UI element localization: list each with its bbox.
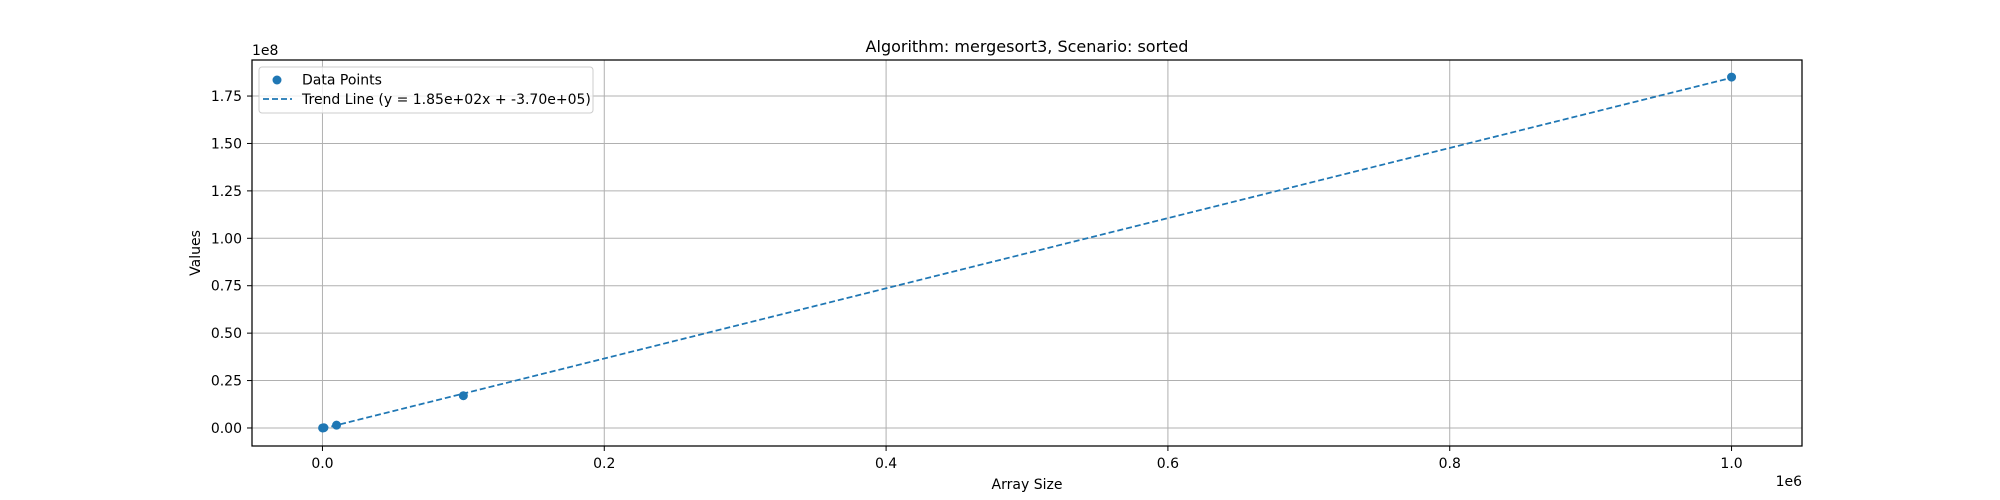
data-point	[332, 420, 342, 430]
y-tick-label: 0.25	[211, 374, 242, 390]
trend-line-layer	[322, 76, 1732, 430]
y-tick-label: 1.50	[211, 136, 242, 152]
x-offset-label: 1e6	[1776, 474, 1803, 490]
x-tick-label: 0.6	[1157, 456, 1179, 472]
data-point	[1727, 72, 1737, 82]
y-tick-label: 0.50	[211, 326, 242, 342]
y-tick-label: 0.00	[211, 421, 242, 437]
x-tick-label: 0.2	[593, 456, 615, 472]
legend: Data Points Trend Line (y = 1.85e+02x + …	[258, 66, 594, 114]
x-tick-label: 0.8	[1439, 456, 1461, 472]
x-tick-label: 0.0	[311, 456, 333, 472]
x-axis-ticks: 0.0 0.2 0.4 0.6 0.8 1.0	[311, 446, 1743, 472]
x-tick-label: 1.0	[1720, 456, 1742, 472]
trend-line	[322, 76, 1732, 430]
y-tick-label: 0.75	[211, 279, 242, 295]
chart-title: Algorithm: mergesort3, Scenario: sorted	[866, 37, 1189, 56]
y-axis-ticks: 0.00 0.25 0.50 0.75 1.00 1.25 1.50 1.75	[211, 89, 252, 437]
x-axis-label: Array Size	[992, 477, 1063, 493]
data-points-layer	[318, 72, 1737, 433]
legend-label-data-points: Data Points	[302, 73, 382, 89]
plot-frame	[251, 59, 1803, 447]
y-tick-label: 1.25	[211, 184, 242, 200]
y-axis-label: Values	[188, 230, 204, 276]
y-tick-label: 1.75	[211, 89, 242, 105]
y-offset-label: 1e8	[252, 43, 278, 59]
legend-marker-data-points	[272, 75, 282, 85]
data-point	[458, 391, 468, 401]
legend-box	[258, 66, 594, 114]
x-tick-label: 0.4	[875, 456, 897, 472]
data-point	[319, 423, 329, 433]
y-tick-label: 1.00	[211, 231, 242, 247]
legend-label-trend-line: Trend Line (y = 1.85e+02x + -3.70e+05)	[301, 92, 591, 108]
